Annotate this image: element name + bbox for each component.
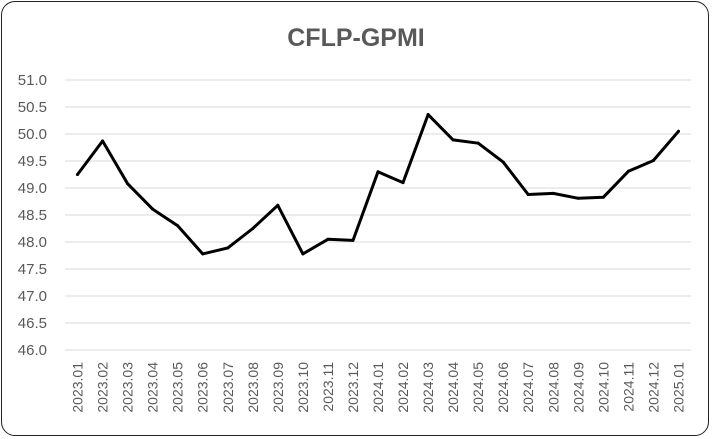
y-tick-label: 50.5 [18,99,47,116]
y-tick-label: 48.5 [18,207,47,224]
y-tick-label: 46.5 [18,315,47,332]
x-tick-label: 2023.05 [170,362,186,413]
x-tick-label: 2024.10 [595,362,611,413]
x-tick-label: 2024.07 [520,362,536,413]
data-point [476,141,480,145]
x-axis-tick-labels: 2023.01 2023.02 2023.03 2023.04 2023.05 2023.… [70,362,687,413]
x-tick-label: 2023.12 [345,362,361,413]
data-point [351,238,355,242]
x-tick-label: 2023.01 [70,362,86,413]
x-tick-label: 2023.06 [195,362,211,413]
data-point [201,252,205,256]
series-layer [76,113,680,256]
series-line [76,113,680,256]
x-tick-label: 2023.04 [145,362,161,413]
y-tick-label: 48.0 [18,234,47,251]
data-point [126,182,130,186]
y-tick-label: 51.0 [18,72,47,89]
x-tick-label: 2024.05 [470,362,486,413]
data-point [401,181,405,185]
data-point [326,237,330,241]
data-point [101,139,105,143]
x-tick-label: 2025.01 [670,362,686,413]
y-tick-label: 46.0 [18,342,47,359]
data-point [426,113,430,117]
data-point [301,252,305,256]
x-tick-label: 2024.02 [395,362,411,413]
data-point [626,169,630,173]
x-tick-label: 2023.07 [220,362,236,413]
y-tick-label: 47.5 [18,261,47,278]
x-tick-label: 2024.08 [545,362,561,413]
y-axis-tick-labels: 46.0 46.5 47.0 47.5 48.0 48.5 49.0 49.5 50.0 50.5… [18,72,47,359]
x-tick-label: 2023.09 [270,362,286,413]
data-point [176,224,180,228]
x-tick-label: 2023.03 [120,362,136,413]
y-tick-label: 49.0 [18,180,47,197]
x-tick-label: 2024.12 [645,362,661,413]
x-tick-label: 2024.04 [445,362,461,413]
data-point [226,246,230,250]
y-tick-label: 49.5 [18,153,47,170]
data-point [501,160,505,164]
x-tick-label: 2023.10 [295,362,311,413]
data-point [451,138,455,142]
data-point [76,173,80,176]
x-tick-label: 2023.08 [245,362,261,413]
data-point [576,196,580,200]
gridlines [65,79,691,351]
y-tick-label: 50.0 [18,126,47,143]
x-tick-label: 2023.11 [320,362,336,412]
data-point [601,195,605,199]
data-point [526,192,530,196]
data-point [251,227,255,230]
chart-title: CFLP-GPMI [287,24,425,52]
x-tick-label: 2024.11 [620,362,636,412]
data-point [376,170,380,174]
data-point [651,158,655,162]
y-tick-label: 47.0 [18,288,47,305]
x-tick-label: 2024.09 [570,362,586,413]
data-point [276,203,280,207]
x-tick-label: 2024.03 [420,362,436,413]
x-tick-label: 2023.02 [95,362,111,413]
data-point [676,129,680,133]
x-tick-label: 2024.06 [495,362,511,413]
data-point [151,207,155,211]
data-point [551,191,555,195]
x-tick-label: 2024.01 [370,362,386,413]
